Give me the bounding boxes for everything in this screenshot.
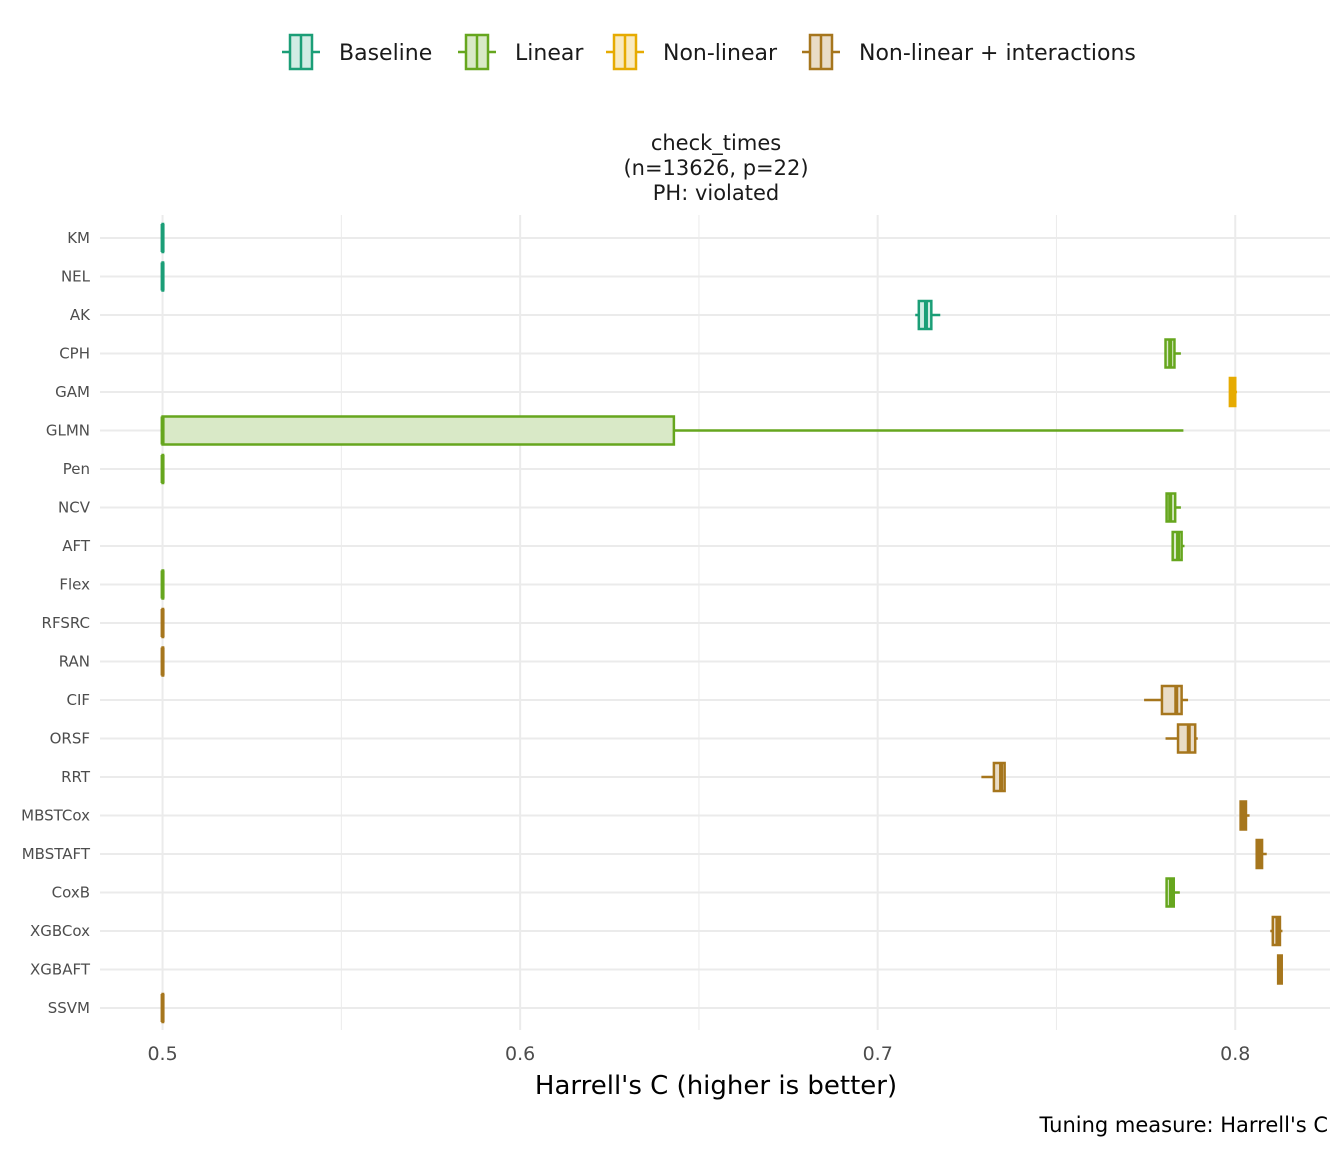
legend-label-non-linear-interactions: Non-linear + interactions <box>859 41 1136 66</box>
boxes <box>160 222 1283 1024</box>
box-ssvm <box>160 992 165 1024</box>
y-axis-ticks: KM NEL AK CPH GAM GLMN Pen NCV AFT Flex RFSRC RAN CI… <box>21 229 91 1017</box>
y-tick-xgbaft: XGBAFT <box>30 961 91 979</box>
box-mbstaft <box>1255 838 1267 870</box>
y-tick-mbstaft: MBSTAFT <box>22 845 91 863</box>
box-iqr <box>1176 723 1197 754</box>
box-ncv <box>1165 492 1181 523</box>
legend-item-linear: Linear <box>458 33 584 71</box>
x-axis-ticks: 0.5 0.6 0.7 0.8 <box>147 1043 1250 1065</box>
box-xgbcox <box>1270 915 1283 947</box>
title-line-2: (n=13626, p=22) <box>623 156 808 180</box>
legend: Baseline Linear Non-linear Non-linear + int… <box>282 33 1136 71</box>
legend-item-non-linear-interactions: Non-linear + interactions <box>802 33 1136 71</box>
y-tick-orsf: ORSF <box>50 730 90 748</box>
box-rrt <box>981 761 1006 793</box>
legend-key-non-linear <box>606 33 644 71</box>
y-tick-glmn: GLMN <box>46 422 90 440</box>
y-tick-cif: CIF <box>66 691 90 709</box>
legend-key-baseline <box>282 33 320 71</box>
legend-label-baseline: Baseline <box>339 41 432 66</box>
y-tick-nel: NEL <box>61 268 91 286</box>
box-pen <box>160 453 165 485</box>
title-line-3: PH: violated <box>653 181 780 205</box>
box-nel <box>160 261 165 292</box>
y-tick-gam: GAM <box>55 383 90 401</box>
y-tick-ncv: NCV <box>58 499 91 517</box>
y-tick-xgbcox: XGBCox <box>30 922 90 940</box>
legend-label-non-linear: Non-linear <box>663 41 778 66</box>
x-axis-label: Harrell's C (higher is better) <box>535 1071 897 1101</box>
y-tick-aft: AFT <box>62 537 91 555</box>
box-xgbaft <box>1276 954 1283 985</box>
box-flex <box>160 569 165 600</box>
box-gam <box>1228 376 1238 408</box>
box-orsf <box>1165 723 1198 754</box>
y-tick-km: KM <box>67 229 90 247</box>
y-tick-rrt: RRT <box>61 768 91 786</box>
box-cif <box>1144 684 1189 716</box>
box-aft <box>1171 530 1185 562</box>
y-tick-ssvm: SSVM <box>48 999 90 1017</box>
y-tick-coxb: CoxB <box>52 884 90 902</box>
legend-key-linear <box>458 33 496 71</box>
box-glmn <box>160 415 1184 446</box>
box-coxb <box>1165 877 1180 908</box>
x-tick-label: 0.8 <box>1220 1043 1250 1065</box>
box-iqr <box>161 415 676 446</box>
legend-label-linear: Linear <box>515 41 584 66</box>
panel-title: check_times (n=13626, p=22) PH: violated <box>623 131 808 205</box>
y-tick-ak: AK <box>70 306 91 324</box>
caption: Tuning measure: Harrell's C <box>1039 1113 1328 1137</box>
box-cph <box>1164 338 1181 369</box>
x-tick-label: 0.7 <box>863 1043 893 1065</box>
box-km <box>160 222 165 254</box>
y-tick-pen: Pen <box>63 460 90 478</box>
box-iqr <box>1160 684 1183 716</box>
y-tick-flex: Flex <box>59 576 90 594</box>
title-line-1: check_times <box>651 131 781 156</box>
x-tick-label: 0.5 <box>147 1043 177 1065</box>
y-tick-rfsrc: RFSRC <box>42 614 90 632</box>
legend-key-non-linear-interactions <box>802 33 840 71</box>
box-rfsrc <box>160 607 165 639</box>
box-ak <box>915 299 941 331</box>
x-tick-label: 0.6 <box>505 1043 535 1065</box>
y-tick-mbstcox: MBSTCox <box>21 807 90 825</box>
box-mbstcox <box>1239 800 1250 831</box>
gridlines <box>100 215 1330 1030</box>
legend-item-baseline: Baseline <box>282 33 432 71</box>
y-tick-ran: RAN <box>59 653 90 671</box>
legend-item-non-linear: Non-linear <box>606 33 778 71</box>
y-tick-cph: CPH <box>59 345 90 363</box>
box-ran <box>160 646 165 677</box>
